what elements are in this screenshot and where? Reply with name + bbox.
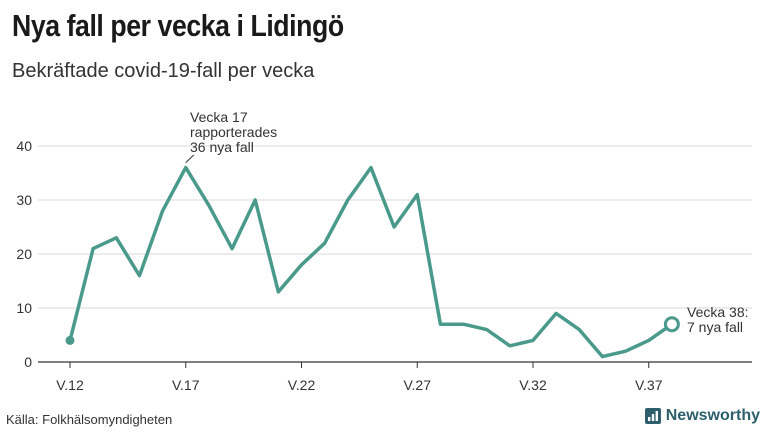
brand-logo: Newsworthy <box>644 407 760 425</box>
x-tick-label: V.27 <box>403 377 431 393</box>
annotation-peak-line: Vecka 17 <box>190 109 248 125</box>
newsworthy-logo-icon <box>644 408 661 424</box>
source-note: Källa: Folkhälsomyndigheten <box>6 412 173 427</box>
y-tick-label: 40 <box>16 138 32 154</box>
y-tick-label: 10 <box>16 300 32 316</box>
x-tick-label: V.37 <box>635 377 663 393</box>
x-tick-label: V.22 <box>288 377 316 393</box>
series-line <box>68 165 674 359</box>
x-tick-label: V.17 <box>172 377 200 393</box>
annotation-latest-line: Vecka 38: <box>687 304 749 320</box>
annotation-latest-line: 7 nya fall <box>687 319 743 335</box>
annotation-peak-line: 36 nya fall <box>190 139 254 155</box>
x-tick-label: V.32 <box>519 377 547 393</box>
x-tick-label: V.12 <box>56 377 84 393</box>
y-tick-label: 20 <box>16 246 32 262</box>
chart-subtitle: Bekräftade covid-19-fall per vecka <box>12 60 315 82</box>
annotation-peak-line: rapporterades <box>190 124 277 140</box>
y-tick-label: 0 <box>24 354 32 370</box>
data-point-end <box>663 316 680 333</box>
brand-name: Newsworthy <box>665 407 760 424</box>
data-point-start <box>65 335 75 345</box>
annotation-leader <box>185 154 195 163</box>
y-tick-label: 30 <box>16 192 32 208</box>
chart-title: Nya fall per vecka i Lidingö <box>12 8 344 43</box>
